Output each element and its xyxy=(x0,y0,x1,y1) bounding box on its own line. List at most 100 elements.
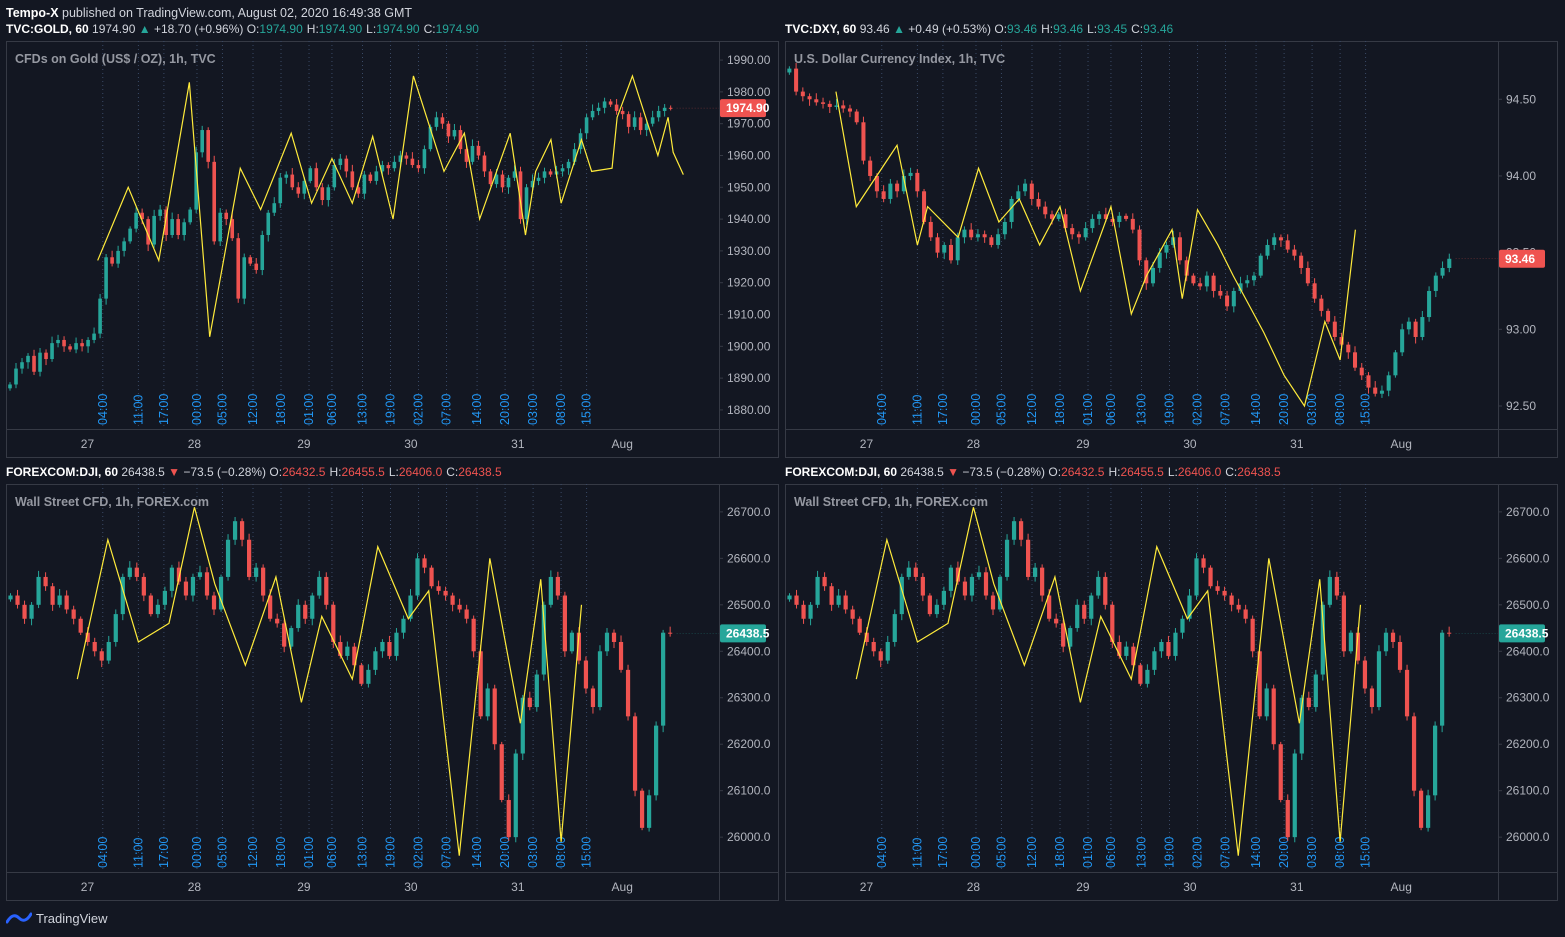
candle xyxy=(654,721,659,801)
candle xyxy=(1130,213,1135,234)
time-label: 14:00 xyxy=(1249,394,1263,425)
time-label: 17:00 xyxy=(936,394,950,425)
ohlc-key-c: C: xyxy=(423,22,436,36)
time-label: 02:00 xyxy=(1191,394,1205,425)
brand-name[interactable]: TradingView xyxy=(36,910,108,926)
candle xyxy=(969,223,974,241)
candle xyxy=(1025,533,1031,581)
chart-pane-dji-left[interactable]: FOREXCOM:DJI, 60 26438.5 ▼ −73.5 (−0.28%… xyxy=(6,464,779,901)
chart-pane-dxy[interactable]: TVC:DXY, 60 93.46 ▲ +0.49 (+0.53%) O:93.… xyxy=(785,21,1558,458)
candle xyxy=(1285,794,1290,841)
candle xyxy=(983,567,989,600)
candle xyxy=(1257,644,1262,720)
candle xyxy=(650,110,655,127)
date-label: 31 xyxy=(511,437,525,451)
candle xyxy=(638,112,643,135)
ohlc-key-h: H: xyxy=(1041,22,1054,36)
candle xyxy=(527,691,532,711)
author-name[interactable]: Tempo-X xyxy=(6,6,59,20)
candle xyxy=(1400,323,1405,357)
candle xyxy=(843,590,848,614)
candle xyxy=(1211,272,1216,298)
time-label: 00:00 xyxy=(190,837,204,868)
ohlc-key-l: L: xyxy=(1087,22,1098,36)
zigzag-indicator-line xyxy=(76,507,583,856)
candle xyxy=(1369,685,1375,714)
pane-border xyxy=(785,484,1558,901)
candle xyxy=(14,362,18,389)
date-label: 30 xyxy=(404,437,418,451)
chart-pane-gold[interactable]: TVC:GOLD, 60 1974.90 ▲ +18.70 (+0.96%) O… xyxy=(6,21,779,458)
candle xyxy=(1144,257,1149,290)
candle xyxy=(632,111,637,131)
candle xyxy=(1383,628,1389,656)
date-label: 29 xyxy=(297,437,311,451)
candle xyxy=(1018,518,1024,547)
candle xyxy=(261,564,266,602)
candle xyxy=(815,570,820,609)
price-change: −73.5 (−0.28%) xyxy=(962,465,1046,479)
candle xyxy=(1238,276,1243,294)
candle xyxy=(1379,385,1384,398)
candle xyxy=(218,208,223,247)
chart-canvas[interactable]: 04:00 11:00 17:00 00:00 05:00 12:00 18:00 01:00… xyxy=(6,41,779,458)
candle xyxy=(821,97,826,109)
candle xyxy=(113,609,118,647)
time-label: 12:00 xyxy=(246,837,260,868)
ohlc-key-c: C: xyxy=(1225,465,1238,479)
candle xyxy=(15,589,20,609)
candle xyxy=(204,567,210,600)
candle xyxy=(190,573,196,602)
candle xyxy=(524,184,529,226)
candle xyxy=(1313,669,1318,712)
candle xyxy=(1166,635,1171,660)
candle xyxy=(1393,349,1398,378)
candle xyxy=(401,615,406,639)
candle xyxy=(794,63,799,96)
last-price: 1974.90 xyxy=(92,22,136,36)
candle xyxy=(948,238,954,264)
candle xyxy=(302,177,307,200)
candle xyxy=(1447,253,1452,273)
candle xyxy=(446,120,451,143)
candle xyxy=(1137,225,1142,266)
candle xyxy=(1201,554,1206,574)
candle xyxy=(1089,592,1094,626)
chart-canvas[interactable]: 04:00 11:00 17:00 00:00 05:00 12:00 18:00 01:00… xyxy=(6,484,779,901)
candle xyxy=(996,228,1001,249)
candle xyxy=(620,106,625,120)
chart-pane-dji-right[interactable]: FOREXCOM:DJI, 60 26438.5 ▼ −73.5 (−0.28%… xyxy=(785,464,1558,901)
candle xyxy=(320,183,325,206)
candle xyxy=(314,162,319,192)
chart-title: Wall Street CFD, 1h, FOREX.com xyxy=(794,495,988,509)
candle xyxy=(98,293,102,339)
price-tick-label: 94.50 xyxy=(1506,92,1536,106)
time-label: 04:00 xyxy=(875,837,889,868)
candle xyxy=(1245,275,1250,288)
candle xyxy=(1390,629,1396,649)
tradingview-logo-icon xyxy=(6,912,32,924)
candle xyxy=(148,593,153,617)
chart-canvas[interactable]: 04:00 11:00 17:00 00:00 05:00 12:00 18:00 01:00… xyxy=(785,41,1558,458)
time-label: 07:00 xyxy=(1219,837,1233,868)
candle xyxy=(272,197,277,216)
candle xyxy=(1299,252,1304,275)
candle xyxy=(1097,211,1102,225)
candle xyxy=(317,570,322,599)
candle xyxy=(471,615,476,658)
candle xyxy=(485,683,490,721)
time-label: 02:00 xyxy=(1191,837,1205,868)
candle xyxy=(801,600,806,624)
candle xyxy=(948,564,954,598)
candle xyxy=(1251,271,1257,286)
ohlc-value-c: 26438.5 xyxy=(458,465,502,479)
price-tick-label: 26200.0 xyxy=(1506,737,1550,751)
candle xyxy=(611,629,617,649)
chart-canvas[interactable]: 04:00 11:00 17:00 00:00 05:00 12:00 18:00 01:00… xyxy=(785,484,1558,901)
candle xyxy=(386,162,391,175)
time-label: 04:00 xyxy=(96,394,110,425)
ohlc-value-l: 26406.0 xyxy=(1177,465,1222,479)
ohlc-value-h: 26455.5 xyxy=(341,465,385,479)
candle xyxy=(1433,721,1438,801)
publish-header: Tempo-X published on TradingView.com, Au… xyxy=(6,5,412,21)
